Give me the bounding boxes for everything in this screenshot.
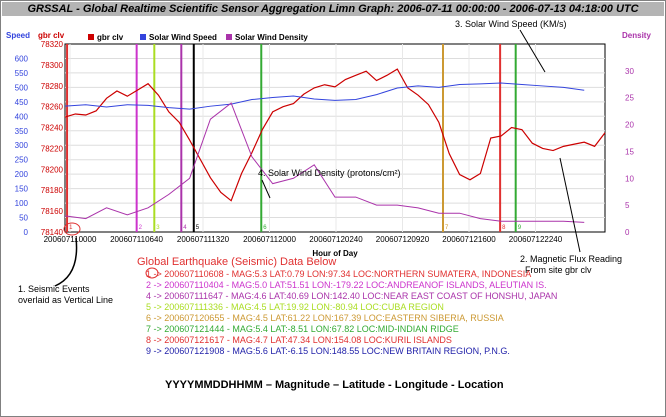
seismic-event-label: 8 bbox=[502, 225, 506, 231]
density-tick-label: 15 bbox=[625, 147, 634, 156]
quake-heading: Global Earthquake (Seismic) Data Below bbox=[137, 256, 337, 268]
density-tick-label: 30 bbox=[625, 67, 634, 76]
seismic-event-label: 3 bbox=[156, 225, 160, 231]
speed-tick-label: 400 bbox=[15, 112, 29, 121]
annotation-seismic: 1. Seismic Events bbox=[18, 284, 90, 294]
gbr-tick-label: 78320 bbox=[41, 40, 64, 49]
density-tick-label: 10 bbox=[625, 174, 634, 183]
quake-item: 1 -> 200607110608 - MAG:5.3 LAT:0.79 LON… bbox=[146, 269, 532, 279]
gbr-axis-title: gbr clv bbox=[38, 31, 65, 40]
speed-tick-label: 150 bbox=[15, 185, 29, 194]
legend-swatch bbox=[140, 34, 146, 40]
legend-label: Solar Wind Speed bbox=[149, 33, 217, 42]
quake-list: 1 -> 200607110608 - MAG:5.3 LAT:0.79 LON… bbox=[146, 269, 557, 357]
gbr-tick-label: 78260 bbox=[41, 103, 64, 112]
seismic-event-label: 6 bbox=[263, 225, 267, 231]
density-tick-label: 25 bbox=[625, 94, 634, 103]
seismic-event-label: 7 bbox=[445, 225, 449, 231]
gbr-tick-label: 78280 bbox=[41, 82, 64, 91]
quake-item: 9 -> 200607121908 - MAG:5.6 LAT:-6.15 LO… bbox=[146, 346, 510, 356]
quake-item: 5 -> 200607111336 - MAG:4.5 LAT:19.92 LO… bbox=[146, 302, 444, 312]
x-tick-label: 200607111320 bbox=[177, 235, 230, 244]
quake-item: 2 -> 200607110404 - MAG:5.0 LAT:51.51 LO… bbox=[146, 280, 547, 290]
annotation-flux: 2. Magnetic Flux Reading bbox=[520, 254, 622, 264]
x-tick-label: 200607110000 bbox=[44, 235, 97, 244]
gbr-tick-label: 78220 bbox=[41, 144, 64, 153]
speed-tick-label: 200 bbox=[15, 170, 29, 179]
x-axis-title: Hour of Day bbox=[312, 249, 358, 258]
quake-item: 8 -> 200607121617 - MAG:4.7 LAT:47.34 LO… bbox=[146, 335, 452, 345]
gbr-tick-label: 78160 bbox=[41, 207, 64, 216]
seismic-event-label: 5 bbox=[196, 225, 200, 231]
annotation-flux-site: From site gbr clv bbox=[525, 265, 592, 275]
annotation-seismic-arrow bbox=[54, 237, 78, 287]
density-tick-label: 5 bbox=[625, 201, 630, 210]
gbr-tick-label: 78140 bbox=[41, 228, 64, 237]
seismic-circle-chart bbox=[63, 222, 81, 236]
chart-title: GRSSAL - Global Realtime Scientific Sens… bbox=[27, 3, 639, 15]
quake-item: 4 -> 200607111647 - MAG:4.6 LAT:40.69 LO… bbox=[146, 291, 558, 301]
gbr-tick-label: 78300 bbox=[41, 61, 64, 70]
annotation-speed-arrow bbox=[519, 29, 546, 73]
annotation-flux-arrow bbox=[559, 157, 581, 253]
speed-tick-label: 600 bbox=[15, 54, 29, 63]
quake-item: 7 -> 200607121444 - MAG:5.4 LAT:-8.51 LO… bbox=[146, 324, 459, 334]
annotation-seismic-sub: overlaid as Vertical Line bbox=[18, 295, 113, 305]
x-tick-label: 200607120240 bbox=[309, 235, 363, 244]
speed-tick-label: 550 bbox=[15, 69, 29, 78]
speed-tick-label: 500 bbox=[15, 83, 29, 92]
x-tick-label: 200607122240 bbox=[509, 235, 563, 244]
speed-tick-label: 450 bbox=[15, 98, 29, 107]
x-tick-label: 200607121600 bbox=[442, 235, 496, 244]
series-line-gbr bbox=[64, 68, 606, 202]
quake-format-caption: YYYYMMDDHHMM – Magnitude – Latitude - Lo… bbox=[165, 379, 504, 391]
title-bar: GRSSAL - Global Realtime Scientific Sens… bbox=[2, 2, 664, 16]
gbr-tick-label: 78200 bbox=[41, 165, 64, 174]
gbr-tick-label: 78180 bbox=[41, 186, 64, 195]
density-tick-label: 0 bbox=[625, 228, 630, 237]
seismic-event-label: 2 bbox=[139, 225, 143, 231]
x-tick-label: 200607120920 bbox=[376, 235, 430, 244]
speed-tick-label: 0 bbox=[24, 228, 29, 237]
legend-swatch bbox=[88, 34, 94, 40]
density-axis-title: Density bbox=[622, 31, 651, 40]
seismic-event-label: 1 bbox=[69, 225, 73, 231]
x-tick-label: 200607112000 bbox=[243, 235, 296, 244]
legend-label: gbr clv bbox=[97, 33, 124, 42]
series-line-speed bbox=[64, 82, 585, 110]
x-tick-label: 200607110640 bbox=[110, 235, 163, 244]
speed-tick-label: 100 bbox=[15, 199, 29, 208]
seismic-circle-list bbox=[145, 267, 159, 279]
legend-label: Solar Wind Density bbox=[235, 33, 308, 42]
speed-tick-label: 250 bbox=[15, 156, 29, 165]
legend-swatch bbox=[226, 34, 232, 40]
density-tick-label: 20 bbox=[625, 121, 634, 130]
seismic-event-label: 9 bbox=[518, 225, 522, 231]
speed-tick-label: 300 bbox=[15, 141, 29, 150]
plot-area bbox=[64, 43, 606, 233]
annotation-density-arrow bbox=[261, 179, 271, 199]
seismic-event-label: 4 bbox=[183, 225, 187, 231]
quake-item: 6 -> 200607120655 - MAG:4.5 LAT:61.22 LO… bbox=[146, 313, 504, 323]
annotation-speed: 3. Solar Wind Speed (KM/s) bbox=[455, 19, 567, 29]
speed-tick-label: 350 bbox=[15, 127, 29, 136]
gbr-tick-label: 78240 bbox=[41, 124, 64, 133]
speed-axis-title: Speed bbox=[6, 31, 30, 40]
annotation-density: 4. Solar Wind Density (protons/cm²) bbox=[258, 168, 401, 178]
speed-tick-label: 50 bbox=[19, 214, 28, 223]
series-line-density bbox=[64, 102, 585, 223]
